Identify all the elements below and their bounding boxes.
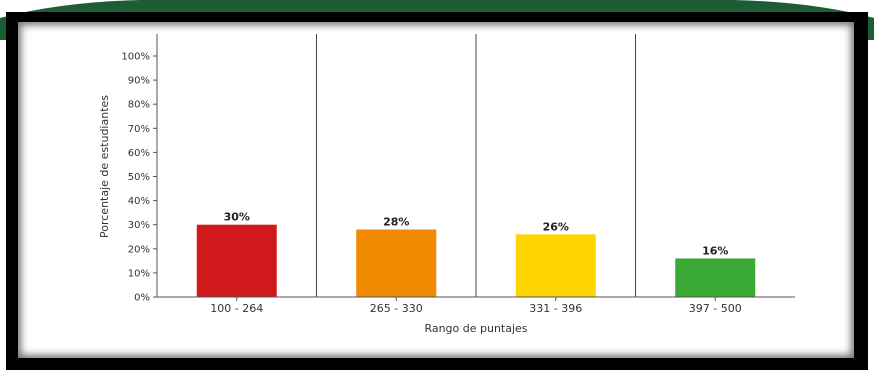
y-tick-label: 90%	[128, 76, 150, 87]
category-separators	[316, 34, 636, 297]
x-tick-label: 100 - 264	[210, 302, 263, 315]
y-tick-label: 30%	[128, 220, 150, 231]
y-tick-label: 100%	[121, 52, 150, 63]
x-tick-label: 397 - 500	[689, 302, 742, 315]
x-tick-label: 265 - 330	[370, 302, 423, 315]
y-axis-title: Porcentaje de estudiantes	[98, 95, 111, 238]
y-tick-label: 50%	[128, 172, 150, 183]
y-tick-label: 0%	[134, 293, 150, 304]
x-tick-label: 331 - 396	[529, 302, 582, 315]
bar-value-label: 16%	[702, 244, 728, 257]
y-tick-label: 70%	[128, 124, 150, 135]
bar-value-label: 28%	[383, 216, 409, 229]
bar	[356, 229, 437, 297]
bar	[515, 234, 596, 297]
value-labels: 30% 28% 26% 16%	[224, 211, 729, 258]
y-tick-label: 60%	[128, 148, 150, 159]
y-tick-label: 80%	[128, 100, 150, 111]
y-tick-label: 20%	[128, 244, 150, 255]
bar	[196, 224, 277, 297]
bar-value-label: 26%	[543, 220, 569, 233]
bar-value-label: 30%	[224, 211, 250, 224]
y-axis: 0% 10% 20% 30% 40% 50% 60% 70% 80% 90% 100%	[121, 34, 158, 304]
x-axis: 100 - 264 265 - 330 331 - 396 397 - 500	[157, 296, 795, 315]
x-axis-title: Rango de puntajes	[424, 322, 527, 335]
bar	[675, 258, 756, 297]
y-tick-label: 10%	[128, 268, 150, 279]
y-tick-label: 40%	[128, 196, 150, 207]
bars	[196, 224, 756, 297]
